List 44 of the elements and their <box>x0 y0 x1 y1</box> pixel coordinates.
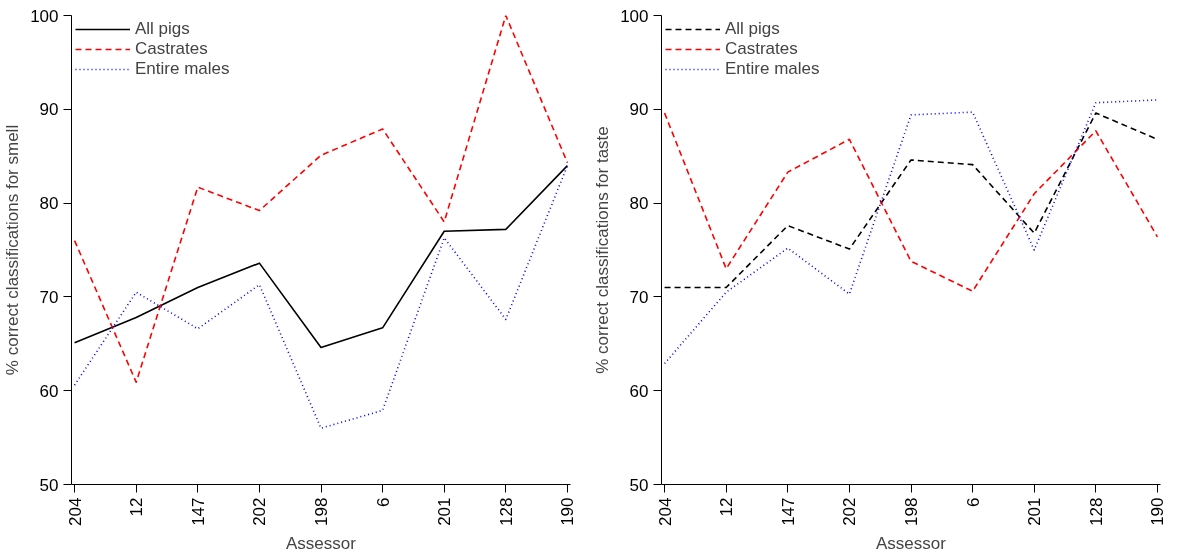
x-tick-label: 128 <box>1086 497 1106 526</box>
legend-label: All pigs <box>725 19 780 39</box>
legend-label: Castrates <box>725 39 798 59</box>
x-tick-label: 190 <box>558 497 578 526</box>
line-series <box>663 99 1159 365</box>
y-tick-label: 80 <box>39 194 59 214</box>
x-tick-label: 128 <box>496 497 516 526</box>
y-tick-label: 60 <box>629 381 649 401</box>
y-tick-label: 100 <box>620 6 649 26</box>
x-tick-label: 6 <box>963 497 983 507</box>
x-tick-label: 198 <box>902 497 921 526</box>
y-tick-label: 70 <box>39 287 59 307</box>
legend-label: Entire males <box>135 59 230 79</box>
y-axis-title: % correct classifications for taste <box>593 126 613 374</box>
line-series <box>73 15 569 384</box>
x-tick-label: 6 <box>373 497 393 507</box>
x-axis-title: Assessor <box>286 533 357 553</box>
y-tick-label: 70 <box>629 287 649 307</box>
y-tick-label: 60 <box>39 381 59 401</box>
y-tick-label: 90 <box>39 100 59 120</box>
y-tick-label: 50 <box>39 475 59 495</box>
legend-label: Castrates <box>135 39 208 59</box>
x-tick-label: 204 <box>655 497 675 526</box>
x-tick-label: 201 <box>435 497 455 526</box>
y-tick-label: 90 <box>629 100 649 120</box>
x-tick-label: 202 <box>840 497 860 526</box>
x-tick-label: 12 <box>127 497 147 517</box>
x-tick-label: 201 <box>1025 497 1045 526</box>
legend-label: All pigs <box>135 19 190 39</box>
y-tick-label: 100 <box>30 6 59 26</box>
y-axis-title: % correct classifications for smell <box>3 124 23 376</box>
line-series <box>73 164 569 349</box>
line-series <box>73 164 569 430</box>
legend-label: Entire males <box>725 59 820 79</box>
y-tick-label: 50 <box>629 475 649 495</box>
x-tick-label: 12 <box>717 497 737 517</box>
x-tick-label: 204 <box>65 497 85 526</box>
y-tick-label: 80 <box>629 194 649 214</box>
x-tick-label: 202 <box>250 497 270 526</box>
x-tick-label: 190 <box>1148 497 1168 526</box>
x-axis-title: Assessor <box>876 533 947 553</box>
x-tick-label: 147 <box>778 497 798 526</box>
x-tick-label: 198 <box>312 497 331 526</box>
x-tick-label: 147 <box>188 497 208 526</box>
